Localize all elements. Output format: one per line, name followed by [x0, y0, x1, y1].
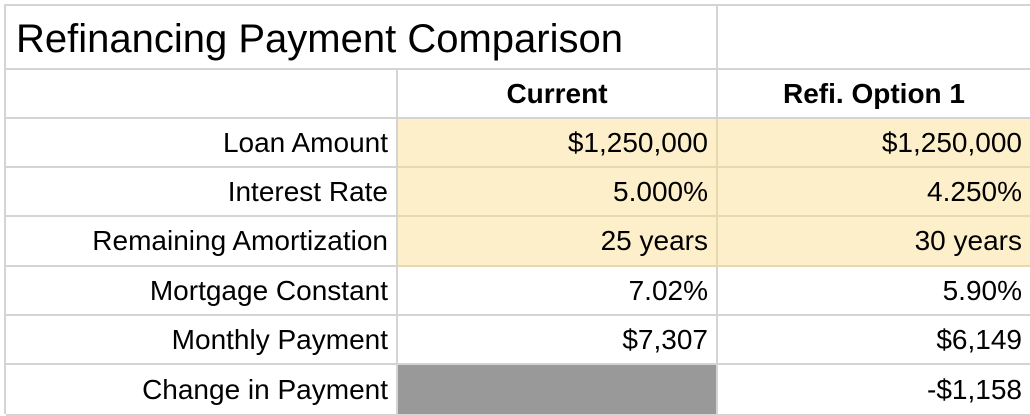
row-label-loan-amount[interactable]: Loan Amount	[6, 119, 398, 168]
row-label-monthly-payment[interactable]: Monthly Payment	[6, 316, 398, 365]
change-in-payment-current-blocked[interactable]	[398, 365, 718, 416]
mortgage-constant-refi[interactable]: 5.90%	[718, 267, 1030, 316]
interest-rate-refi[interactable]: 4.250%	[718, 168, 1030, 217]
change-in-payment-refi[interactable]: -$1,158	[718, 365, 1030, 416]
header-refi-option-1[interactable]: Refi. Option 1	[718, 70, 1030, 119]
interest-rate-current[interactable]: 5.000%	[398, 168, 718, 217]
row-label-interest-rate[interactable]: Interest Rate	[6, 168, 398, 217]
row-label-change-in-payment[interactable]: Change in Payment	[6, 365, 398, 416]
sheet-title[interactable]: Refinancing Payment Comparison	[6, 6, 718, 70]
monthly-payment-refi[interactable]: $6,149	[718, 316, 1030, 365]
row-label-remaining-amortization[interactable]: Remaining Amortization	[6, 217, 398, 267]
row-label-mortgage-constant[interactable]: Mortgage Constant	[6, 267, 398, 316]
monthly-payment-current[interactable]: $7,307	[398, 316, 718, 365]
empty-cell[interactable]	[718, 6, 1030, 70]
empty-header-cell[interactable]	[6, 70, 398, 119]
remaining-amortization-current[interactable]: 25 years	[398, 217, 718, 267]
loan-amount-current[interactable]: $1,250,000	[398, 119, 718, 168]
mortgage-constant-current[interactable]: 7.02%	[398, 267, 718, 316]
loan-amount-refi[interactable]: $1,250,000	[718, 119, 1030, 168]
remaining-amortization-refi[interactable]: 30 years	[718, 217, 1030, 267]
comparison-table: Refinancing Payment Comparison Current R…	[4, 4, 1030, 416]
header-current[interactable]: Current	[398, 70, 718, 119]
